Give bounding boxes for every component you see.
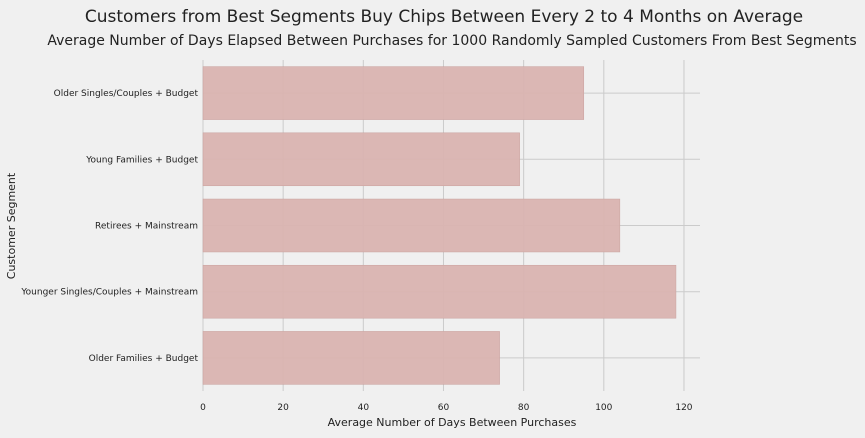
y-tick-label: Young Families + Budget	[85, 155, 198, 165]
x-tick-labels: 0 20 40 60 80 100 120	[200, 403, 693, 413]
bar-5	[202, 331, 500, 385]
x-tick-label: 20	[277, 403, 289, 413]
y-tick-label: Older Families + Budget	[89, 354, 199, 364]
y-tick-label: Younger Singles/Couples + Mainstream	[20, 288, 198, 298]
x-tick-label: 100	[595, 403, 612, 413]
y-axis-label: Customer Segment	[5, 172, 18, 279]
chart-title: Customers from Best Segments Buy Chips B…	[85, 7, 803, 27]
bars	[202, 66, 677, 385]
x-tick-label: 80	[518, 403, 530, 413]
y-tick-labels: Older Singles/Couples + Budget Young Fami…	[20, 89, 198, 364]
bar-3	[202, 198, 621, 253]
chart-subtitle: Average Number of Days Elapsed Between P…	[47, 33, 856, 49]
y-tick-label: Older Singles/Couples + Budget	[54, 89, 199, 99]
x-tick-label: 0	[200, 403, 206, 413]
x-tick-label: 120	[675, 403, 692, 413]
y-tick-label: Retirees + Mainstream	[95, 222, 198, 232]
x-tick-label: 40	[358, 403, 370, 413]
bar-1	[202, 66, 585, 120]
x-axis-label: Average Number of Days Between Purchases	[328, 416, 577, 429]
x-tick-label: 60	[438, 403, 450, 413]
bar-4	[202, 264, 677, 319]
bar-2	[202, 132, 520, 187]
